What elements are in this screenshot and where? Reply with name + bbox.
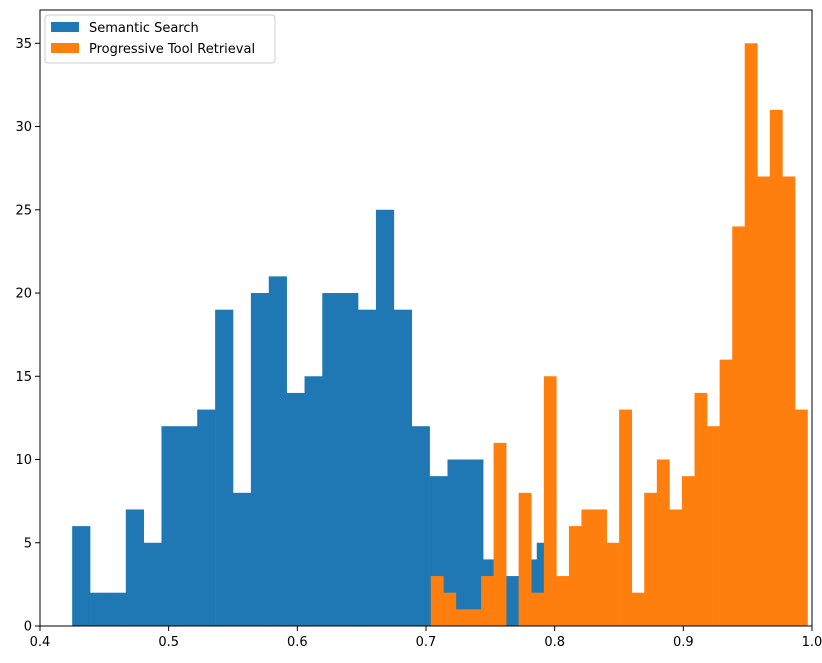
bar-semantic-search-13 bbox=[304, 376, 323, 626]
bar-semantic-search-16 bbox=[358, 309, 377, 626]
bar-semantic-search-1 bbox=[90, 592, 109, 626]
bar-semantic-search-2 bbox=[107, 592, 127, 626]
bar-progressive-tool-retrieval-11 bbox=[568, 526, 582, 626]
bar-progressive-tool-retrieval-1 bbox=[443, 592, 457, 626]
x-axis-ticks: 0.4 0.5 0.6 0.7 0.8 0.9 1.0 bbox=[30, 626, 822, 650]
x-tick-label: 0.8 bbox=[544, 635, 565, 650]
bar-progressive-tool-retrieval-23 bbox=[719, 359, 733, 626]
bar-progressive-tool-retrieval-10 bbox=[556, 576, 570, 626]
legend-label-progressive-tool-retrieval: Progressive Tool Retrieval bbox=[89, 42, 255, 57]
bar-progressive-tool-retrieval-21 bbox=[694, 392, 708, 626]
y-tick-label: 35 bbox=[15, 37, 32, 52]
y-tick-label: 15 bbox=[15, 370, 32, 385]
x-tick-label: 0.7 bbox=[416, 635, 437, 650]
x-tick-label: 1.0 bbox=[802, 635, 822, 650]
bar-progressive-tool-retrieval-18 bbox=[656, 459, 670, 626]
bar-progressive-tool-retrieval-0 bbox=[430, 576, 444, 626]
y-tick-label: 25 bbox=[15, 203, 32, 218]
bar-progressive-tool-retrieval-8 bbox=[531, 592, 545, 626]
x-tick-label: 0.4 bbox=[30, 635, 51, 650]
legend-swatch-progressive-tool-retrieval bbox=[51, 43, 79, 53]
y-tick-label: 10 bbox=[15, 453, 32, 468]
bar-progressive-tool-retrieval-24 bbox=[732, 226, 746, 626]
bar-progressive-tool-retrieval-25 bbox=[744, 43, 758, 627]
bar-progressive-tool-retrieval-12 bbox=[581, 509, 595, 626]
bar-semantic-search-10 bbox=[250, 293, 270, 626]
bar-progressive-tool-retrieval-7 bbox=[518, 492, 532, 626]
bar-progressive-tool-retrieval-13 bbox=[594, 509, 607, 626]
bar-progressive-tool-retrieval-27 bbox=[769, 109, 783, 626]
y-tick-label: 0 bbox=[24, 620, 32, 635]
bar-progressive-tool-retrieval-14 bbox=[606, 542, 620, 626]
bar-progressive-tool-retrieval-28 bbox=[782, 176, 796, 627]
y-axis-ticks: 0 5 10 15 20 25 30 35 bbox=[15, 37, 40, 635]
bar-semantic-search-19 bbox=[411, 426, 430, 626]
bar-progressive-tool-retrieval-3 bbox=[468, 609, 482, 626]
bar-semantic-search-17 bbox=[375, 209, 395, 626]
bar-progressive-tool-retrieval-20 bbox=[681, 476, 695, 626]
bar-semantic-search-5 bbox=[161, 426, 180, 626]
bar-semantic-search-12 bbox=[286, 392, 305, 626]
legend-frame bbox=[44, 14, 276, 64]
bar-progressive-tool-retrieval-26 bbox=[757, 176, 771, 627]
x-tick-label: 0.9 bbox=[673, 635, 694, 650]
bar-semantic-search-26 bbox=[536, 542, 545, 626]
bar-semantic-search-18 bbox=[393, 309, 413, 626]
x-tick-label: 0.6 bbox=[287, 635, 308, 650]
y-tick-label: 20 bbox=[15, 287, 32, 302]
bar-semantic-search-11 bbox=[268, 276, 287, 626]
legend: Semantic Search Progressive Tool Retriev… bbox=[44, 14, 276, 64]
bar-progressive-tool-retrieval-2 bbox=[455, 609, 469, 626]
bar-progressive-tool-retrieval-5 bbox=[493, 442, 507, 626]
bar-semantic-search-22 bbox=[465, 459, 484, 626]
bar-semantic-search-14 bbox=[322, 293, 341, 626]
bar-semantic-search-0 bbox=[72, 526, 91, 626]
bar-progressive-tool-retrieval-15 bbox=[619, 409, 633, 626]
bar-progressive-tool-retrieval-22 bbox=[707, 426, 720, 626]
legend-label-semantic-search: Semantic Search bbox=[89, 21, 199, 36]
bar-semantic-search-7 bbox=[197, 409, 216, 626]
bar-progressive-tool-retrieval-29 bbox=[795, 409, 808, 626]
y-tick-label: 5 bbox=[24, 536, 32, 551]
bar-progressive-tool-retrieval-9 bbox=[543, 376, 557, 626]
bar-progressive-tool-retrieval-4 bbox=[481, 576, 494, 626]
bar-semantic-search-9 bbox=[233, 492, 252, 626]
bar-progressive-tool-retrieval-17 bbox=[644, 492, 658, 626]
bar-semantic-search-15 bbox=[340, 293, 359, 626]
bar-progressive-tool-retrieval-16 bbox=[631, 592, 645, 626]
x-tick-label: 0.5 bbox=[158, 635, 179, 650]
bar-progressive-tool-retrieval-19 bbox=[669, 509, 683, 626]
bar-semantic-search-6 bbox=[179, 426, 198, 626]
bar-semantic-search-4 bbox=[143, 542, 162, 626]
bar-semantic-search-21 bbox=[447, 459, 466, 626]
legend-swatch-semantic-search bbox=[51, 22, 79, 32]
bar-semantic-search-3 bbox=[125, 509, 144, 626]
y-tick-label: 30 bbox=[15, 120, 32, 135]
bars-layer bbox=[72, 43, 808, 627]
bar-semantic-search-8 bbox=[215, 309, 234, 626]
